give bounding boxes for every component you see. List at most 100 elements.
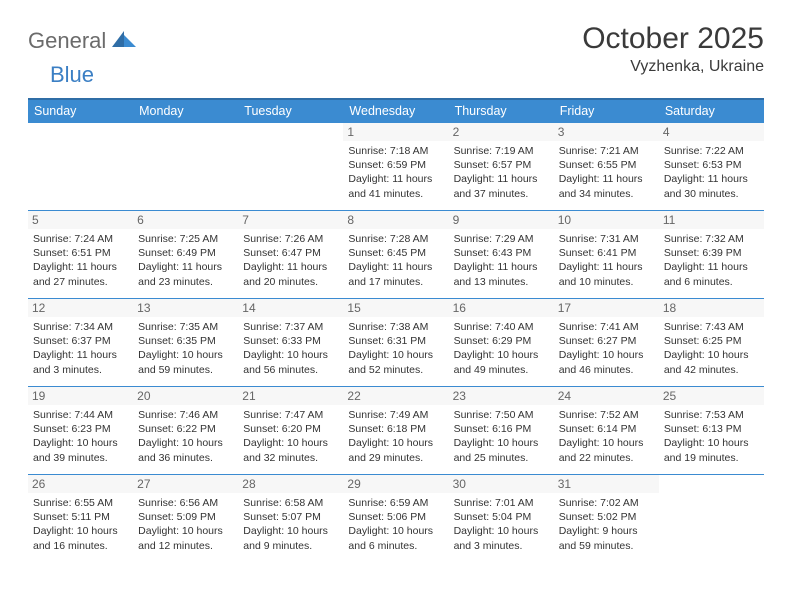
day-header: Sunday — [28, 99, 133, 123]
day-number: 2 — [449, 123, 554, 141]
week-row: 19Sunrise: 7:44 AMSunset: 6:23 PMDayligh… — [28, 387, 764, 475]
calendar-header-row: SundayMondayTuesdayWednesdayThursdayFrid… — [28, 99, 764, 123]
day-cell: 29 Sunrise: 6:59 AMSunset: 5:06 PMDayligh… — [343, 475, 448, 563]
day-detail: Sunrise: 7:46 AMSunset: 6:22 PMDaylight:… — [138, 408, 233, 465]
day-cell: 1Sunrise: 7:18 AMSunset: 6:59 PMDaylight… — [343, 123, 448, 211]
day-detail: Sunrise: 7:38 AMSunset: 6:31 PMDaylight:… — [348, 320, 443, 377]
day-detail: Sunrise: 7:01 AMSunset: 5:04 PMDaylight:… — [454, 496, 549, 553]
week-row: 1Sunrise: 7:18 AMSunset: 6:59 PMDaylight… — [28, 123, 764, 211]
day-number: 13 — [133, 299, 238, 317]
day-detail: Sunrise: 7:44 AMSunset: 6:23 PMDaylight:… — [33, 408, 128, 465]
day-number: 21 — [238, 387, 343, 405]
day-detail: Sunrise: 7:24 AMSunset: 6:51 PMDaylight:… — [33, 232, 128, 289]
day-cell — [238, 123, 343, 211]
day-cell: 22 Sunrise: 7:49 AMSunset: 6:18 PMDayligh… — [343, 387, 448, 475]
day-cell: 3 Sunrise: 7:21 AMSunset: 6:55 PMDaylight… — [554, 123, 659, 211]
day-detail: Sunrise: 7:34 AMSunset: 6:37 PMDaylight:… — [33, 320, 128, 377]
day-cell: 28 Sunrise: 6:58 AMSunset: 5:07 PMDayligh… — [238, 475, 343, 563]
day-number: 20 — [133, 387, 238, 405]
day-number: 22 — [343, 387, 448, 405]
day-number: 23 — [449, 387, 554, 405]
day-detail: Sunrise: 7:49 AMSunset: 6:18 PMDaylight:… — [348, 408, 443, 465]
logo-word-blue: Blue — [50, 62, 94, 87]
day-cell: 10Sunrise: 7:31 AMSunset: 6:41 PMDayligh… — [554, 211, 659, 299]
day-detail: Sunrise: 7:32 AMSunset: 6:39 PMDaylight:… — [664, 232, 759, 289]
day-cell: 4 Sunrise: 7:22 AMSunset: 6:53 PMDaylight… — [659, 123, 764, 211]
week-row: 12 Sunrise: 7:34 AMSunset: 6:37 PMDayligh… — [28, 299, 764, 387]
day-number: 9 — [449, 211, 554, 229]
day-number: 27 — [133, 475, 238, 493]
day-header: Wednesday — [343, 99, 448, 123]
day-cell: 19Sunrise: 7:44 AMSunset: 6:23 PMDayligh… — [28, 387, 133, 475]
day-cell: 11 Sunrise: 7:32 AMSunset: 6:39 PMDayligh… — [659, 211, 764, 299]
day-number: 7 — [238, 211, 343, 229]
day-cell: 20 Sunrise: 7:46 AMSunset: 6:22 PMDayligh… — [133, 387, 238, 475]
day-cell — [28, 123, 133, 211]
day-cell: 14Sunrise: 7:37 AMSunset: 6:33 PMDayligh… — [238, 299, 343, 387]
calendar-body: 1Sunrise: 7:18 AMSunset: 6:59 PMDaylight… — [28, 123, 764, 563]
day-number: 26 — [28, 475, 133, 493]
day-detail: Sunrise: 7:18 AMSunset: 6:59 PMDaylight:… — [348, 144, 443, 201]
day-number: 4 — [659, 123, 764, 141]
day-detail: Sunrise: 7:31 AMSunset: 6:41 PMDaylight:… — [559, 232, 654, 289]
day-cell: 12 Sunrise: 7:34 AMSunset: 6:37 PMDayligh… — [28, 299, 133, 387]
day-number: 5 — [28, 211, 133, 229]
day-detail: Sunrise: 7:47 AMSunset: 6:20 PMDaylight:… — [243, 408, 338, 465]
day-number: 12 — [28, 299, 133, 317]
day-cell: 16Sunrise: 7:40 AMSunset: 6:29 PMDayligh… — [449, 299, 554, 387]
day-number: 11 — [659, 211, 764, 229]
day-detail: Sunrise: 7:28 AMSunset: 6:45 PMDaylight:… — [348, 232, 443, 289]
day-cell: 8Sunrise: 7:28 AMSunset: 6:45 PMDaylight… — [343, 211, 448, 299]
day-cell: 27 Sunrise: 6:56 AMSunset: 5:09 PMDayligh… — [133, 475, 238, 563]
day-cell: 18Sunrise: 7:43 AMSunset: 6:25 PMDayligh… — [659, 299, 764, 387]
day-detail: Sunrise: 7:25 AMSunset: 6:49 PMDaylight:… — [138, 232, 233, 289]
title-block: October 2025 Vyzhenka, Ukraine — [582, 22, 764, 76]
day-number: 29 — [343, 475, 448, 493]
location-label: Vyzhenka, Ukraine — [582, 58, 764, 76]
day-detail: Sunrise: 7:52 AMSunset: 6:14 PMDaylight:… — [559, 408, 654, 465]
day-detail: Sunrise: 7:35 AMSunset: 6:35 PMDaylight:… — [138, 320, 233, 377]
logo-sail-icon — [110, 29, 138, 54]
day-detail: Sunrise: 6:55 AMSunset: 5:11 PMDaylight:… — [33, 496, 128, 553]
day-cell: 30 Sunrise: 7:01 AMSunset: 5:04 PMDayligh… — [449, 475, 554, 563]
day-number: 18 — [659, 299, 764, 317]
day-detail: Sunrise: 6:56 AMSunset: 5:09 PMDaylight:… — [138, 496, 233, 553]
day-cell: 23Sunrise: 7:50 AMSunset: 6:16 PMDayligh… — [449, 387, 554, 475]
day-cell: 2 Sunrise: 7:19 AMSunset: 6:57 PMDaylight… — [449, 123, 554, 211]
day-detail: Sunrise: 7:37 AMSunset: 6:33 PMDaylight:… — [243, 320, 338, 377]
day-cell: 9Sunrise: 7:29 AMSunset: 6:43 PMDaylight… — [449, 211, 554, 299]
week-row: 5 Sunrise: 7:24 AMSunset: 6:51 PMDaylight… — [28, 211, 764, 299]
day-cell: 6 Sunrise: 7:25 AMSunset: 6:49 PMDaylight… — [133, 211, 238, 299]
day-header: Friday — [554, 99, 659, 123]
day-detail: Sunrise: 6:58 AMSunset: 5:07 PMDaylight:… — [243, 496, 338, 553]
calendar-table: SundayMondayTuesdayWednesdayThursdayFrid… — [28, 98, 764, 563]
logo-word-general: General — [28, 28, 106, 54]
day-number: 28 — [238, 475, 343, 493]
day-cell: 5 Sunrise: 7:24 AMSunset: 6:51 PMDaylight… — [28, 211, 133, 299]
day-cell: 31 Sunrise: 7:02 AMSunset: 5:02 PMDayligh… — [554, 475, 659, 563]
day-detail: Sunrise: 6:59 AMSunset: 5:06 PMDaylight:… — [348, 496, 443, 553]
day-header: Tuesday — [238, 99, 343, 123]
day-cell: 21 Sunrise: 7:47 AMSunset: 6:20 PMDayligh… — [238, 387, 343, 475]
day-cell: 26 Sunrise: 6:55 AMSunset: 5:11 PMDayligh… — [28, 475, 133, 563]
day-detail: Sunrise: 7:22 AMSunset: 6:53 PMDaylight:… — [664, 144, 759, 201]
day-number: 30 — [449, 475, 554, 493]
day-cell: 24 Sunrise: 7:52 AMSunset: 6:14 PMDayligh… — [554, 387, 659, 475]
day-number: 3 — [554, 123, 659, 141]
day-cell: 7 Sunrise: 7:26 AMSunset: 6:47 PMDaylight… — [238, 211, 343, 299]
day-number: 15 — [343, 299, 448, 317]
day-cell: 17Sunrise: 7:41 AMSunset: 6:27 PMDayligh… — [554, 299, 659, 387]
day-number: 31 — [554, 475, 659, 493]
day-cell: 13 Sunrise: 7:35 AMSunset: 6:35 PMDayligh… — [133, 299, 238, 387]
day-header: Monday — [133, 99, 238, 123]
month-title: October 2025 — [582, 22, 764, 56]
day-detail: Sunrise: 7:19 AMSunset: 6:57 PMDaylight:… — [454, 144, 549, 201]
day-header: Thursday — [449, 99, 554, 123]
day-number: 6 — [133, 211, 238, 229]
day-cell — [659, 475, 764, 563]
day-number: 24 — [554, 387, 659, 405]
day-cell — [133, 123, 238, 211]
day-detail: Sunrise: 7:02 AMSunset: 5:02 PMDaylight:… — [559, 496, 654, 553]
day-detail: Sunrise: 7:21 AMSunset: 6:55 PMDaylight:… — [559, 144, 654, 201]
day-detail: Sunrise: 7:26 AMSunset: 6:47 PMDaylight:… — [243, 232, 338, 289]
